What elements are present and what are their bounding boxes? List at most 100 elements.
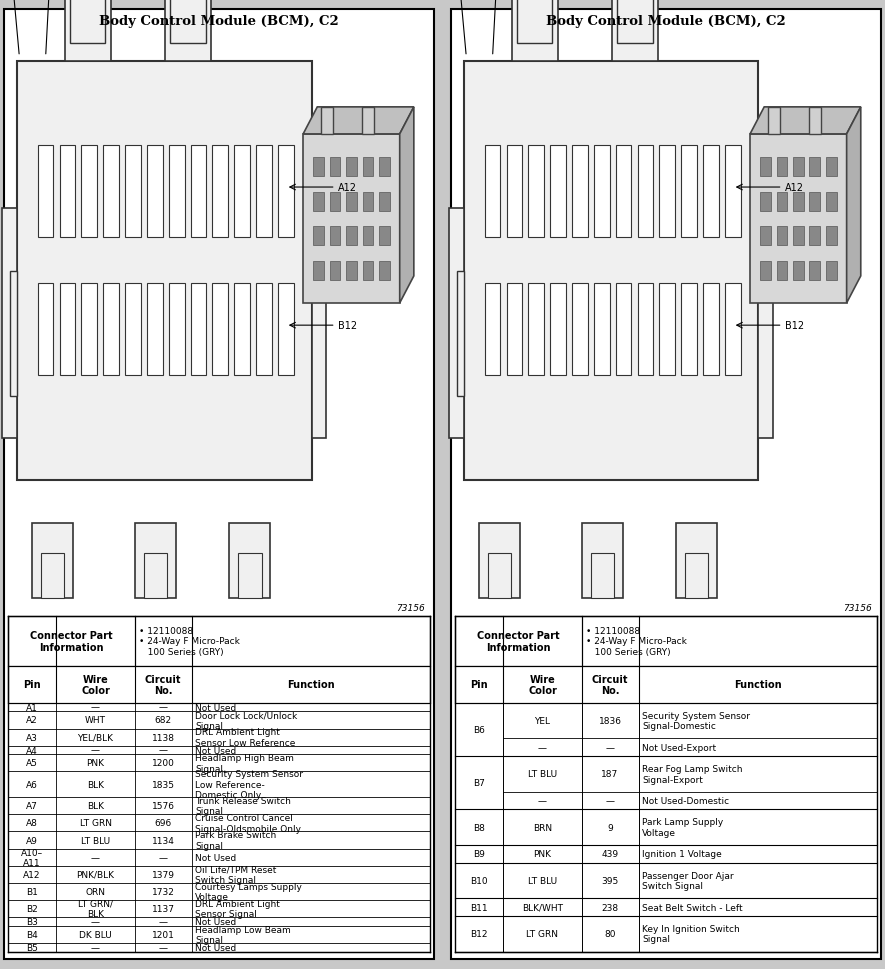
Text: Ignition 1 Voltage: Ignition 1 Voltage — [642, 850, 722, 859]
Bar — [517, 0, 552, 44]
Text: Courtesy Lamps Supply
Voltage: Courtesy Lamps Supply Voltage — [195, 882, 302, 901]
Bar — [581, 523, 623, 599]
Text: 238: 238 — [602, 903, 619, 912]
Bar — [793, 227, 804, 246]
Bar — [550, 284, 566, 376]
Text: B12: B12 — [785, 321, 804, 330]
Bar — [32, 523, 73, 599]
Text: A12: A12 — [23, 870, 41, 879]
Bar — [810, 262, 820, 280]
Text: LT GRN: LT GRN — [80, 819, 112, 828]
Bar — [190, 146, 206, 238]
Text: WHT: WHT — [85, 716, 106, 725]
Bar — [256, 284, 272, 376]
Text: Rear Fog Lamp Switch
Signal-Export: Rear Fog Lamp Switch Signal-Export — [642, 765, 743, 784]
Bar — [760, 158, 771, 177]
Bar — [362, 108, 373, 135]
Bar — [379, 158, 389, 177]
Bar — [278, 146, 294, 238]
Bar — [826, 227, 836, 246]
Bar — [346, 227, 357, 246]
Text: DRL Ambient Light
Sensor Signal: DRL Ambient Light Sensor Signal — [195, 899, 280, 919]
Text: LT BLU: LT BLU — [527, 876, 557, 885]
Bar — [826, 193, 836, 211]
Text: —: — — [605, 797, 614, 805]
Bar — [810, 193, 820, 211]
Text: B11: B11 — [470, 903, 488, 912]
Bar — [594, 284, 610, 376]
Text: —: — — [91, 703, 100, 712]
Text: Pin: Pin — [23, 679, 41, 690]
Text: Pin: Pin — [470, 679, 488, 690]
Bar — [379, 262, 389, 280]
Bar — [313, 227, 324, 246]
Text: Function: Function — [287, 679, 335, 690]
Bar — [809, 108, 820, 135]
Text: Wire
Color: Wire Color — [528, 673, 557, 696]
Bar — [147, 146, 163, 238]
Bar — [506, 146, 522, 238]
Bar — [617, 0, 652, 44]
Text: 439: 439 — [602, 850, 619, 859]
Bar — [65, 0, 111, 62]
Text: 1200: 1200 — [151, 759, 174, 767]
Bar — [346, 262, 357, 280]
Bar — [125, 284, 141, 376]
Text: A9: A9 — [27, 835, 38, 845]
Text: Circuit
No.: Circuit No. — [145, 673, 181, 696]
Text: Not Used: Not Used — [195, 853, 236, 861]
Text: B5: B5 — [27, 943, 38, 952]
Text: DRL Ambient Light
Sensor Low Reference: DRL Ambient Light Sensor Low Reference — [195, 728, 296, 747]
Text: YEL: YEL — [535, 716, 550, 726]
Text: Connector Part
Information: Connector Part Information — [30, 630, 112, 652]
Text: Not Used: Not Used — [195, 703, 236, 712]
Text: PNK: PNK — [87, 759, 104, 767]
Bar — [760, 262, 771, 280]
Text: 1138: 1138 — [151, 733, 174, 742]
Bar — [329, 158, 341, 177]
Bar — [550, 146, 566, 238]
Bar — [229, 523, 270, 599]
Bar — [17, 62, 312, 481]
Text: —: — — [158, 943, 167, 952]
Bar — [793, 158, 804, 177]
Text: Trunk Release Switch
Signal: Trunk Release Switch Signal — [195, 797, 291, 816]
Bar — [59, 284, 75, 376]
Bar — [776, 262, 788, 280]
Bar — [488, 553, 512, 599]
Bar — [810, 227, 820, 246]
Text: B2: B2 — [27, 904, 38, 913]
Bar — [455, 667, 877, 703]
Text: A2: A2 — [27, 716, 38, 725]
Text: B12: B12 — [470, 929, 488, 938]
Bar — [612, 0, 658, 62]
Bar — [776, 227, 788, 246]
Bar — [38, 146, 53, 238]
Text: Body Control Module (BCM), C2: Body Control Module (BCM), C2 — [546, 15, 786, 27]
Text: Body Control Module (BCM), C2: Body Control Module (BCM), C2 — [99, 15, 339, 27]
Bar — [379, 193, 389, 211]
Text: Security System Sensor
Low Reference-
Domestic Only: Security System Sensor Low Reference- Do… — [195, 769, 303, 799]
Bar — [572, 284, 588, 376]
Text: B3: B3 — [27, 917, 38, 926]
Text: Not Used: Not Used — [195, 746, 236, 755]
Bar — [590, 553, 614, 599]
Bar — [594, 146, 610, 238]
Bar — [346, 158, 357, 177]
Text: BLK/WHT: BLK/WHT — [522, 903, 563, 912]
Text: • 12110088
• 24-Way F Micro-Pack
   100 Series (GRY): • 12110088 • 24-Way F Micro-Pack 100 Ser… — [586, 626, 687, 656]
Bar — [776, 193, 788, 211]
Text: 395: 395 — [602, 876, 619, 885]
Text: 1836: 1836 — [598, 716, 621, 726]
Bar — [147, 284, 163, 376]
Bar — [363, 227, 373, 246]
Bar — [81, 284, 97, 376]
Text: 187: 187 — [602, 769, 619, 778]
Text: LT GRN/
BLK: LT GRN/ BLK — [78, 899, 113, 919]
Bar — [681, 146, 696, 238]
Bar — [235, 284, 250, 376]
Text: Cruise Control Cancel
Signal-Oldsmobile Only: Cruise Control Cancel Signal-Oldsmobile … — [195, 813, 301, 832]
Text: BLK: BLK — [87, 801, 104, 810]
Bar — [41, 553, 65, 599]
Bar — [616, 146, 631, 238]
